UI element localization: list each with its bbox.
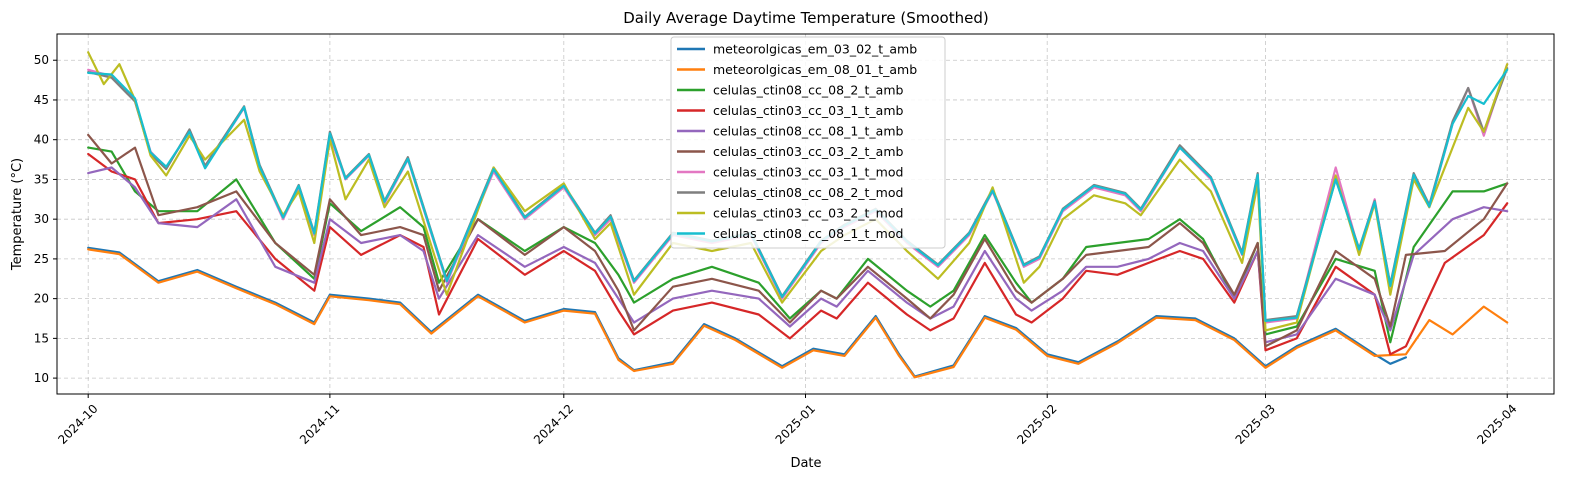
x-tick-label: 2024-12 [531, 402, 576, 447]
legend-label: celulas_ctin03_cc_03_1_t_amb [713, 103, 904, 118]
x-tick-label: 2025-02 [1014, 402, 1059, 447]
legend-box [670, 36, 946, 249]
x-tick-label: 2024-11 [297, 402, 342, 447]
y-tick-label: 20 [34, 292, 49, 306]
y-tick-label: 35 [34, 172, 49, 186]
x-tick-label: 2024-10 [55, 402, 100, 447]
y-tick-label: 10 [34, 371, 49, 385]
legend-label: meteorolgicas_em_03_02_t_amb [713, 42, 917, 57]
legend-label: celulas_ctin08_cc_08_1_t_mod [713, 226, 903, 241]
y-axis-label: Temperature (°C) [10, 158, 25, 271]
series-line-celulas_ctin03_cc_03_1_t_amb [87, 152, 1509, 356]
legend-label: celulas_ctin03_cc_03_2_t_amb [713, 144, 904, 159]
legend-label: celulas_ctin03_cc_03_2_t_mod [713, 206, 903, 221]
x-axis-label: Date [790, 456, 821, 471]
y-tick-label: 40 [34, 133, 49, 147]
y-tick-label: 50 [34, 53, 49, 67]
x-axis: 2024-10 2024-11 2024-12 2025-01 2025-02 2025-… [55, 394, 1520, 447]
y-tick-label: 25 [34, 252, 49, 266]
y-tick-label: 30 [34, 212, 49, 226]
legend-label: celulas_ctin08_cc_08_1_t_amb [713, 124, 904, 139]
x-tick-label: 2025-04 [1474, 402, 1519, 447]
y-tick-label: 15 [34, 331, 49, 345]
series-line-meteorolgicas_em_08_01_t_amb [87, 248, 1509, 379]
legend: meteorolgicas_em_03_02_t_amb meteorolgica… [670, 36, 946, 249]
y-tick-label: 45 [34, 93, 49, 107]
series-line-celulas_ctin03_cc_03_2_t_amb [87, 133, 1509, 348]
grid [57, 34, 1554, 394]
legend-label: celulas_ctin08_cc_08_2_t_mod [713, 185, 903, 200]
y-axis: 10 15 20 25 30 35 40 45 50 [34, 53, 57, 385]
x-tick-label: 2025-03 [1233, 402, 1278, 447]
legend-label: celulas_ctin03_cc_03_1_t_mod [713, 165, 903, 180]
legend-label: meteorolgicas_em_08_01_t_amb [713, 62, 917, 77]
x-tick-label: 2025-01 [773, 402, 818, 447]
legend-label: celulas_ctin08_cc_08_2_t_amb [713, 83, 904, 98]
chart-title: Daily Average Daytime Temperature (Smoot… [623, 9, 988, 27]
